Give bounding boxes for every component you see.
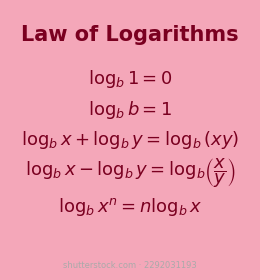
Text: $\log_{b}x^{n} = n\log_{b}x$: $\log_{b}x^{n} = n\log_{b}x$: [58, 195, 202, 218]
Text: Law of Logarithms: Law of Logarithms: [21, 25, 239, 45]
Text: shutterstock.com · 2292031193: shutterstock.com · 2292031193: [63, 261, 197, 270]
Text: $\log_{b}x - \log_{b}y = \log_{b}\!\left(\dfrac{x}{y}\right)$: $\log_{b}x - \log_{b}y = \log_{b}\!\left…: [24, 157, 236, 190]
Text: $\log_{b}1 = 0$: $\log_{b}1 = 0$: [88, 68, 172, 90]
Text: $\log_{b}b = 1$: $\log_{b}b = 1$: [88, 99, 172, 120]
Text: $\log_{b}x + \log_{b}y = \log_{b}(xy)$: $\log_{b}x + \log_{b}y = \log_{b}(xy)$: [21, 129, 239, 151]
